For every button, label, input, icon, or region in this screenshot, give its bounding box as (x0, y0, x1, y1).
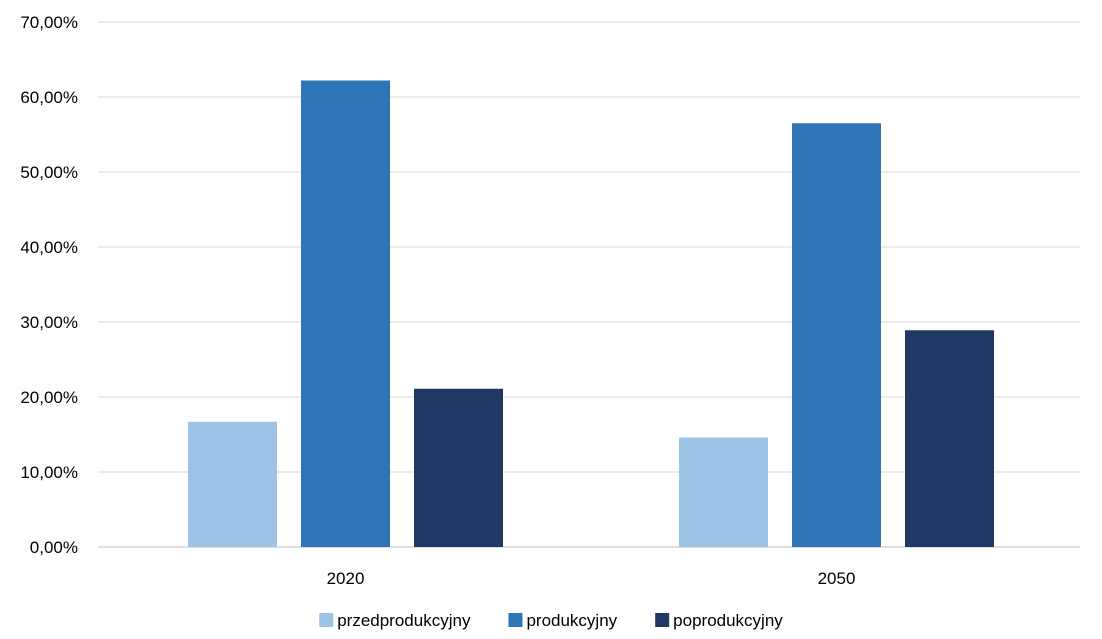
y-tick-label: 40,00% (20, 238, 78, 257)
x-axis: 2020 2050 (327, 569, 856, 588)
bar-przedprodukcyjny-2050 (679, 437, 768, 547)
bar-produkcyjny-2050 (792, 123, 881, 547)
x-tick-label: 2020 (327, 569, 365, 588)
y-tick-label: 30,00% (20, 313, 78, 332)
legend-label: przedprodukcyjny (337, 611, 471, 630)
y-tick-label: 50,00% (20, 163, 78, 182)
bar-poprodukcyjny-2020 (414, 388, 503, 547)
legend-swatch (319, 613, 334, 627)
legend-item-przedprodukcyjny: przedprodukcyjny (319, 611, 471, 630)
legend-swatch (655, 613, 670, 627)
bars (188, 80, 994, 547)
legend: przedprodukcyjny produkcyjny poprodukcyjny (319, 611, 783, 630)
x-tick-label: 2050 (818, 569, 856, 588)
legend-swatch (508, 613, 523, 627)
y-tick-label: 0,00% (30, 538, 78, 557)
legend-label: produkcyjny (526, 611, 617, 630)
legend-item-produkcyjny: produkcyjny (508, 611, 618, 630)
legend-label: poprodukcyjny (673, 611, 783, 630)
bar-produkcyjny-2020 (301, 80, 390, 547)
bar-poprodukcyjny-2050 (905, 330, 994, 547)
legend-item-poprodukcyjny: poprodukcyjny (655, 611, 783, 630)
y-axis-ticks: 0,00% 10,00% 20,00% 30,00% 40,00% 50,00% 60,00… (20, 13, 78, 557)
y-tick-label: 10,00% (20, 463, 78, 482)
bar-przedprodukcyjny-2020 (188, 421, 277, 547)
y-tick-label: 20,00% (20, 388, 78, 407)
y-tick-label: 70,00% (20, 13, 78, 32)
y-tick-label: 60,00% (20, 88, 78, 107)
